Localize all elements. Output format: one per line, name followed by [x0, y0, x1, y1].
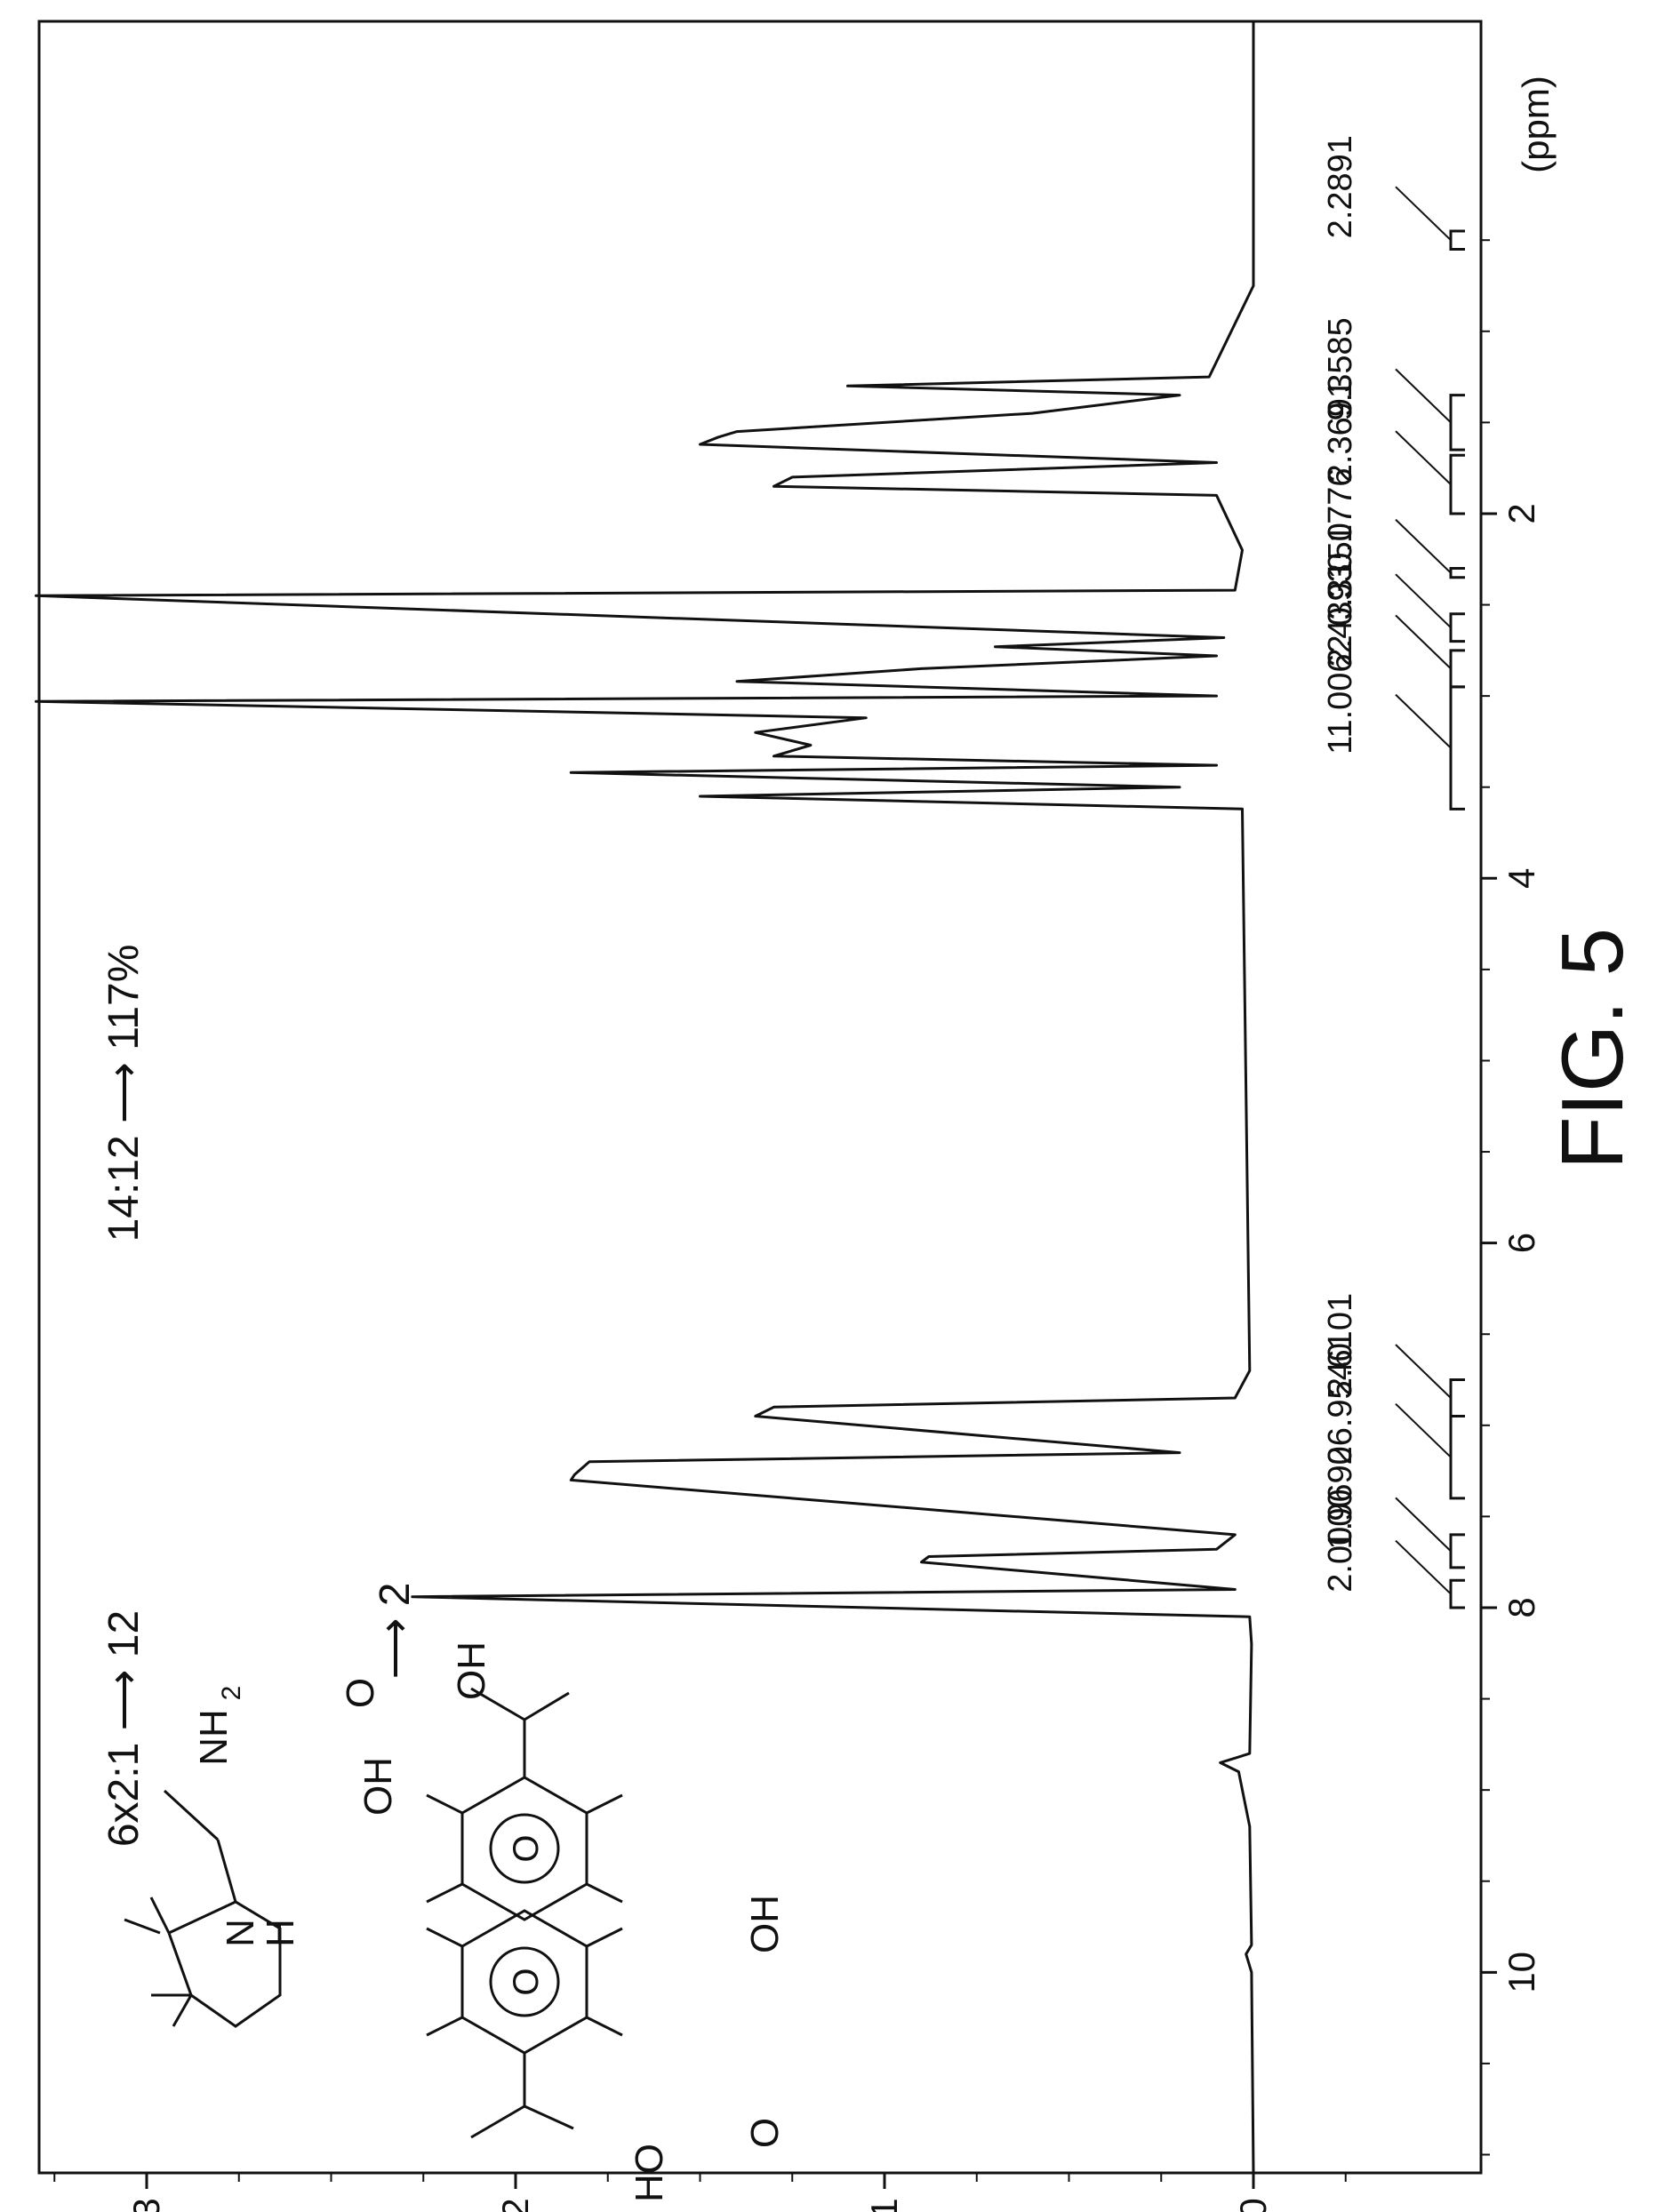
integral-bracket — [1451, 395, 1465, 451]
acid-ring-o-label-2: O — [507, 1968, 546, 1995]
amine-nh2-label: NH — [192, 1709, 236, 1766]
acid-oh-label-3: OH — [743, 1895, 787, 1953]
integral-leader-line — [1396, 431, 1451, 484]
acid-ring-o-label-1: O — [507, 1834, 546, 1862]
integral-bracket — [1451, 1580, 1465, 1608]
ppm-tick-label: 8 — [1501, 1597, 1542, 1617]
integral-leader-line — [1396, 1541, 1451, 1594]
amine-structure — [124, 1791, 280, 2026]
integral-bracket — [1451, 231, 1465, 250]
integral-leader-line — [1396, 520, 1451, 573]
integral-bracket — [1451, 687, 1465, 809]
acid-oh-label-1: OH — [356, 1757, 400, 1816]
ratio-top-annotation: 14:12 ⟶ 117% — [100, 945, 148, 1242]
intensity-tick-label: 3 — [125, 2198, 167, 2212]
integral-leader-line — [1396, 187, 1451, 240]
integral-leader-line — [1396, 574, 1451, 627]
integral-leader-line — [1396, 1404, 1451, 1457]
amine-h-label: H — [259, 1919, 302, 1947]
intensity-tick-label: 0 — [1232, 2198, 1274, 2212]
integral-label: 2.2891 — [1322, 135, 1359, 238]
ppm-tick-label: 10 — [1501, 1952, 1542, 1993]
integral-leader-line — [1396, 1345, 1451, 1398]
ppm-tick-label: 2 — [1501, 503, 1542, 523]
integral-leader-line — [1396, 695, 1451, 748]
acid-oh-label-2: OH — [450, 1641, 493, 1700]
integral-leader-line — [1396, 1497, 1451, 1551]
integral-label: 2.3691 — [1322, 379, 1359, 483]
intensity-tick-label: 1 — [863, 2198, 905, 2212]
integral-leader-line — [1396, 369, 1451, 422]
intensity-axis: 0 1 2 3 — [54, 2173, 1346, 2212]
figure-label: FIG. 5 — [1543, 928, 1641, 1170]
acid-o-label-1: O — [339, 1678, 382, 1708]
integral-label: 11.0062 — [1322, 635, 1359, 755]
integral-bracket — [1451, 651, 1465, 687]
integral-label: 2.0000 — [1322, 1489, 1359, 1592]
integral-bracket — [1451, 1380, 1465, 1417]
integral-bracket — [1451, 614, 1465, 642]
ratio-acid-annotation: ⟶ 2 — [372, 1583, 419, 1680]
intensity-tick-label: 2 — [494, 2198, 536, 2212]
acid-structure — [427, 1689, 622, 2137]
acid-o-label-2: O — [743, 2118, 787, 2148]
x-axis-label: (ppm) — [1515, 76, 1557, 173]
amine-nh2-subscript: 2 — [217, 1686, 246, 1701]
ratio-amine-annotation: 6x2:1 ⟶ 12 — [100, 1610, 148, 1847]
ppm-axis: 2 4 6 8 10 — [1481, 240, 1542, 2154]
ppm-tick-label: 6 — [1501, 1233, 1542, 1253]
integral-group: 2.28919.35852.36910.17760.31502.439311.0… — [1322, 135, 1465, 1608]
ppm-tick-label: 4 — [1501, 868, 1542, 889]
integral-bracket — [1451, 455, 1465, 514]
integral-leader-line — [1396, 615, 1451, 668]
integral-bracket — [1451, 569, 1465, 578]
acid-ho-label: HO — [628, 2144, 671, 2202]
integral-bracket — [1451, 1417, 1465, 1498]
spectrum-line — [36, 21, 1254, 2173]
plot-border — [39, 21, 1481, 2173]
plot-frame — [39, 21, 1481, 2173]
amine-n-label: N — [219, 1919, 262, 1947]
integral-bracket — [1451, 1535, 1465, 1568]
